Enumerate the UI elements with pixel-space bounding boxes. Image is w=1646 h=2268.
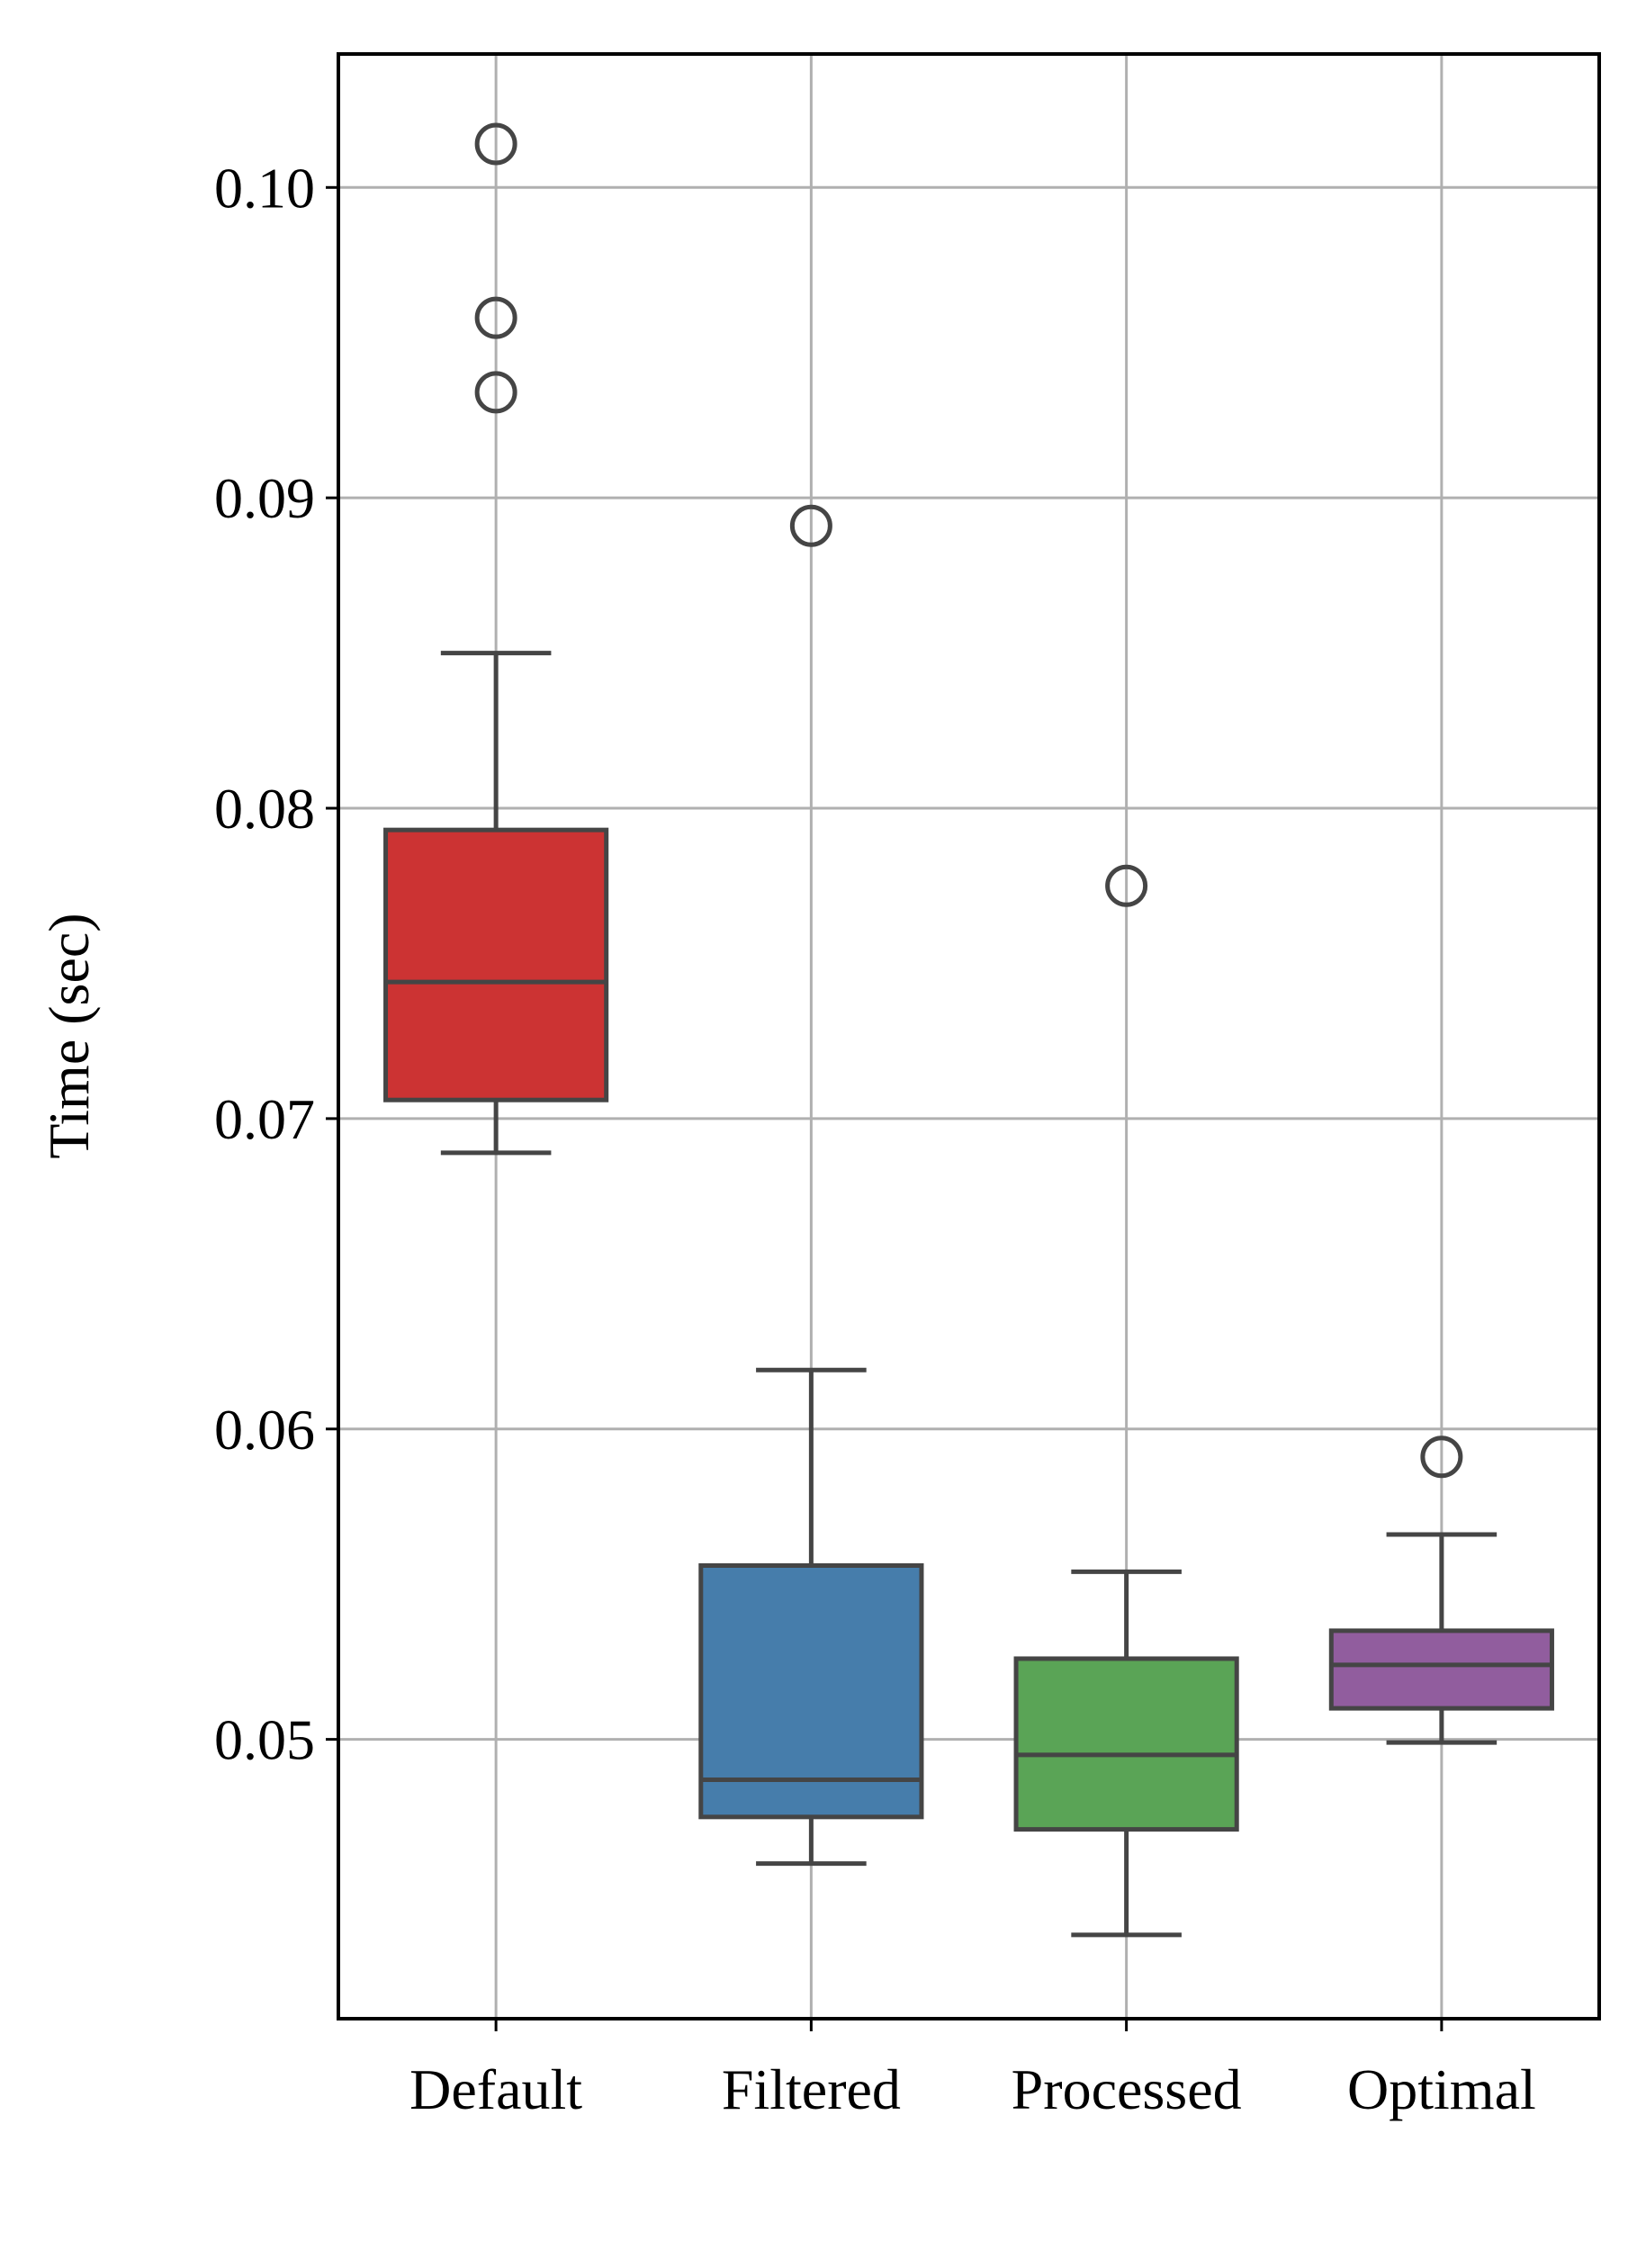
x-tick-label: Optimal xyxy=(1347,2057,1536,2121)
iqr-box xyxy=(383,827,609,1102)
y-tick-label: 0.08 xyxy=(214,777,315,841)
box-group-processed xyxy=(1013,864,1239,1938)
outlier-point xyxy=(789,504,832,547)
x-tick-label: Filtered xyxy=(722,2057,901,2121)
outlier-point xyxy=(1420,1436,1463,1479)
y-tick-label: 0.09 xyxy=(214,466,315,530)
y-tick-label: 0.10 xyxy=(214,156,315,220)
iqr-box xyxy=(1013,1656,1239,1832)
outlier-point xyxy=(1105,864,1148,907)
outlier-point xyxy=(474,371,517,414)
iqr-box xyxy=(698,1562,924,1820)
y-tick-label: 0.06 xyxy=(214,1398,315,1462)
x-tick-label: Processed xyxy=(1012,2057,1242,2121)
iqr-box xyxy=(1328,1628,1554,1711)
axis-ticks: 0.05 0.06 0.07 0.08 0.09 0.10 Default Filtered P… xyxy=(214,156,1536,2121)
outlier-point xyxy=(474,122,517,166)
outlier-point xyxy=(474,296,517,339)
box-group-filtered xyxy=(698,504,924,1867)
y-tick-label: 0.07 xyxy=(214,1087,315,1151)
box-group-default xyxy=(383,122,609,1156)
x-tick-label: Default xyxy=(409,2057,582,2121)
box-group-optimal xyxy=(1328,1436,1554,1745)
y-tick-label: 0.05 xyxy=(214,1708,315,1772)
y-axis-label: Time (sec) xyxy=(37,913,101,1158)
box-plot-series xyxy=(383,122,1554,1938)
plot-frame xyxy=(337,52,1601,2020)
